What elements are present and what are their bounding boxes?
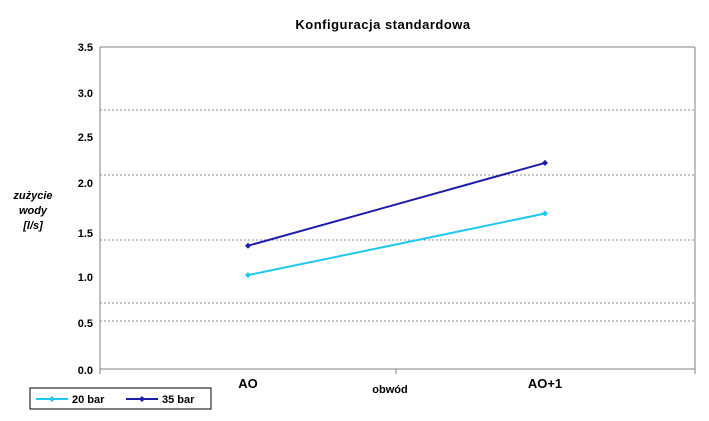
y-axis-label-line-3: [l/s] xyxy=(22,220,43,232)
y-tick-label: 1.0 xyxy=(78,272,93,284)
x-tick-label: AO xyxy=(238,376,258,391)
series-line xyxy=(247,161,546,247)
data-point-marker xyxy=(245,242,251,249)
series-2 xyxy=(245,159,548,249)
y-tick-label: 1.5 xyxy=(78,228,93,240)
series-1 xyxy=(245,210,548,279)
legend-marker xyxy=(49,396,55,402)
data-point-marker xyxy=(245,272,251,279)
x-axis-label: obwód xyxy=(372,384,407,396)
x-tick-label: AO+1 xyxy=(528,376,562,391)
y-tick-label: 0.0 xyxy=(78,365,93,377)
axes xyxy=(99,46,696,374)
y-tick-labels: 0.0 0.5 1.0 1.5 2.0 2.5 3.0 3.5 xyxy=(78,42,93,377)
series-lines xyxy=(245,159,548,279)
x-tick-labels: AO AO+1 xyxy=(238,376,562,391)
legend-label: 20 bar xyxy=(72,394,105,406)
y-tick-label: 2.0 xyxy=(78,178,93,190)
gridlines xyxy=(100,109,695,322)
legend-box xyxy=(29,387,212,410)
y-tick-label: 2.5 xyxy=(78,132,93,144)
legend-label: 35 bar xyxy=(162,394,195,406)
y-tick-label: 3.0 xyxy=(78,88,93,100)
legend-item: 35 bar xyxy=(126,394,195,406)
y-tick-label: 3.5 xyxy=(78,42,93,54)
y-axis-label-line-1: zużycie xyxy=(12,190,52,202)
legend: 20 bar 35 bar xyxy=(29,387,212,410)
y-axis-label: zużycie wody [l/s] xyxy=(12,190,52,232)
chart-title: Konfiguracja standardowa xyxy=(295,17,471,32)
series-line xyxy=(247,212,546,277)
y-axis-label-line-2: wody xyxy=(19,205,48,217)
y-tick-label: 0.5 xyxy=(78,318,93,330)
legend-marker xyxy=(139,396,145,402)
data-point-marker xyxy=(542,210,548,217)
data-point-marker xyxy=(542,159,548,166)
legend-item: 20 bar xyxy=(36,394,105,406)
